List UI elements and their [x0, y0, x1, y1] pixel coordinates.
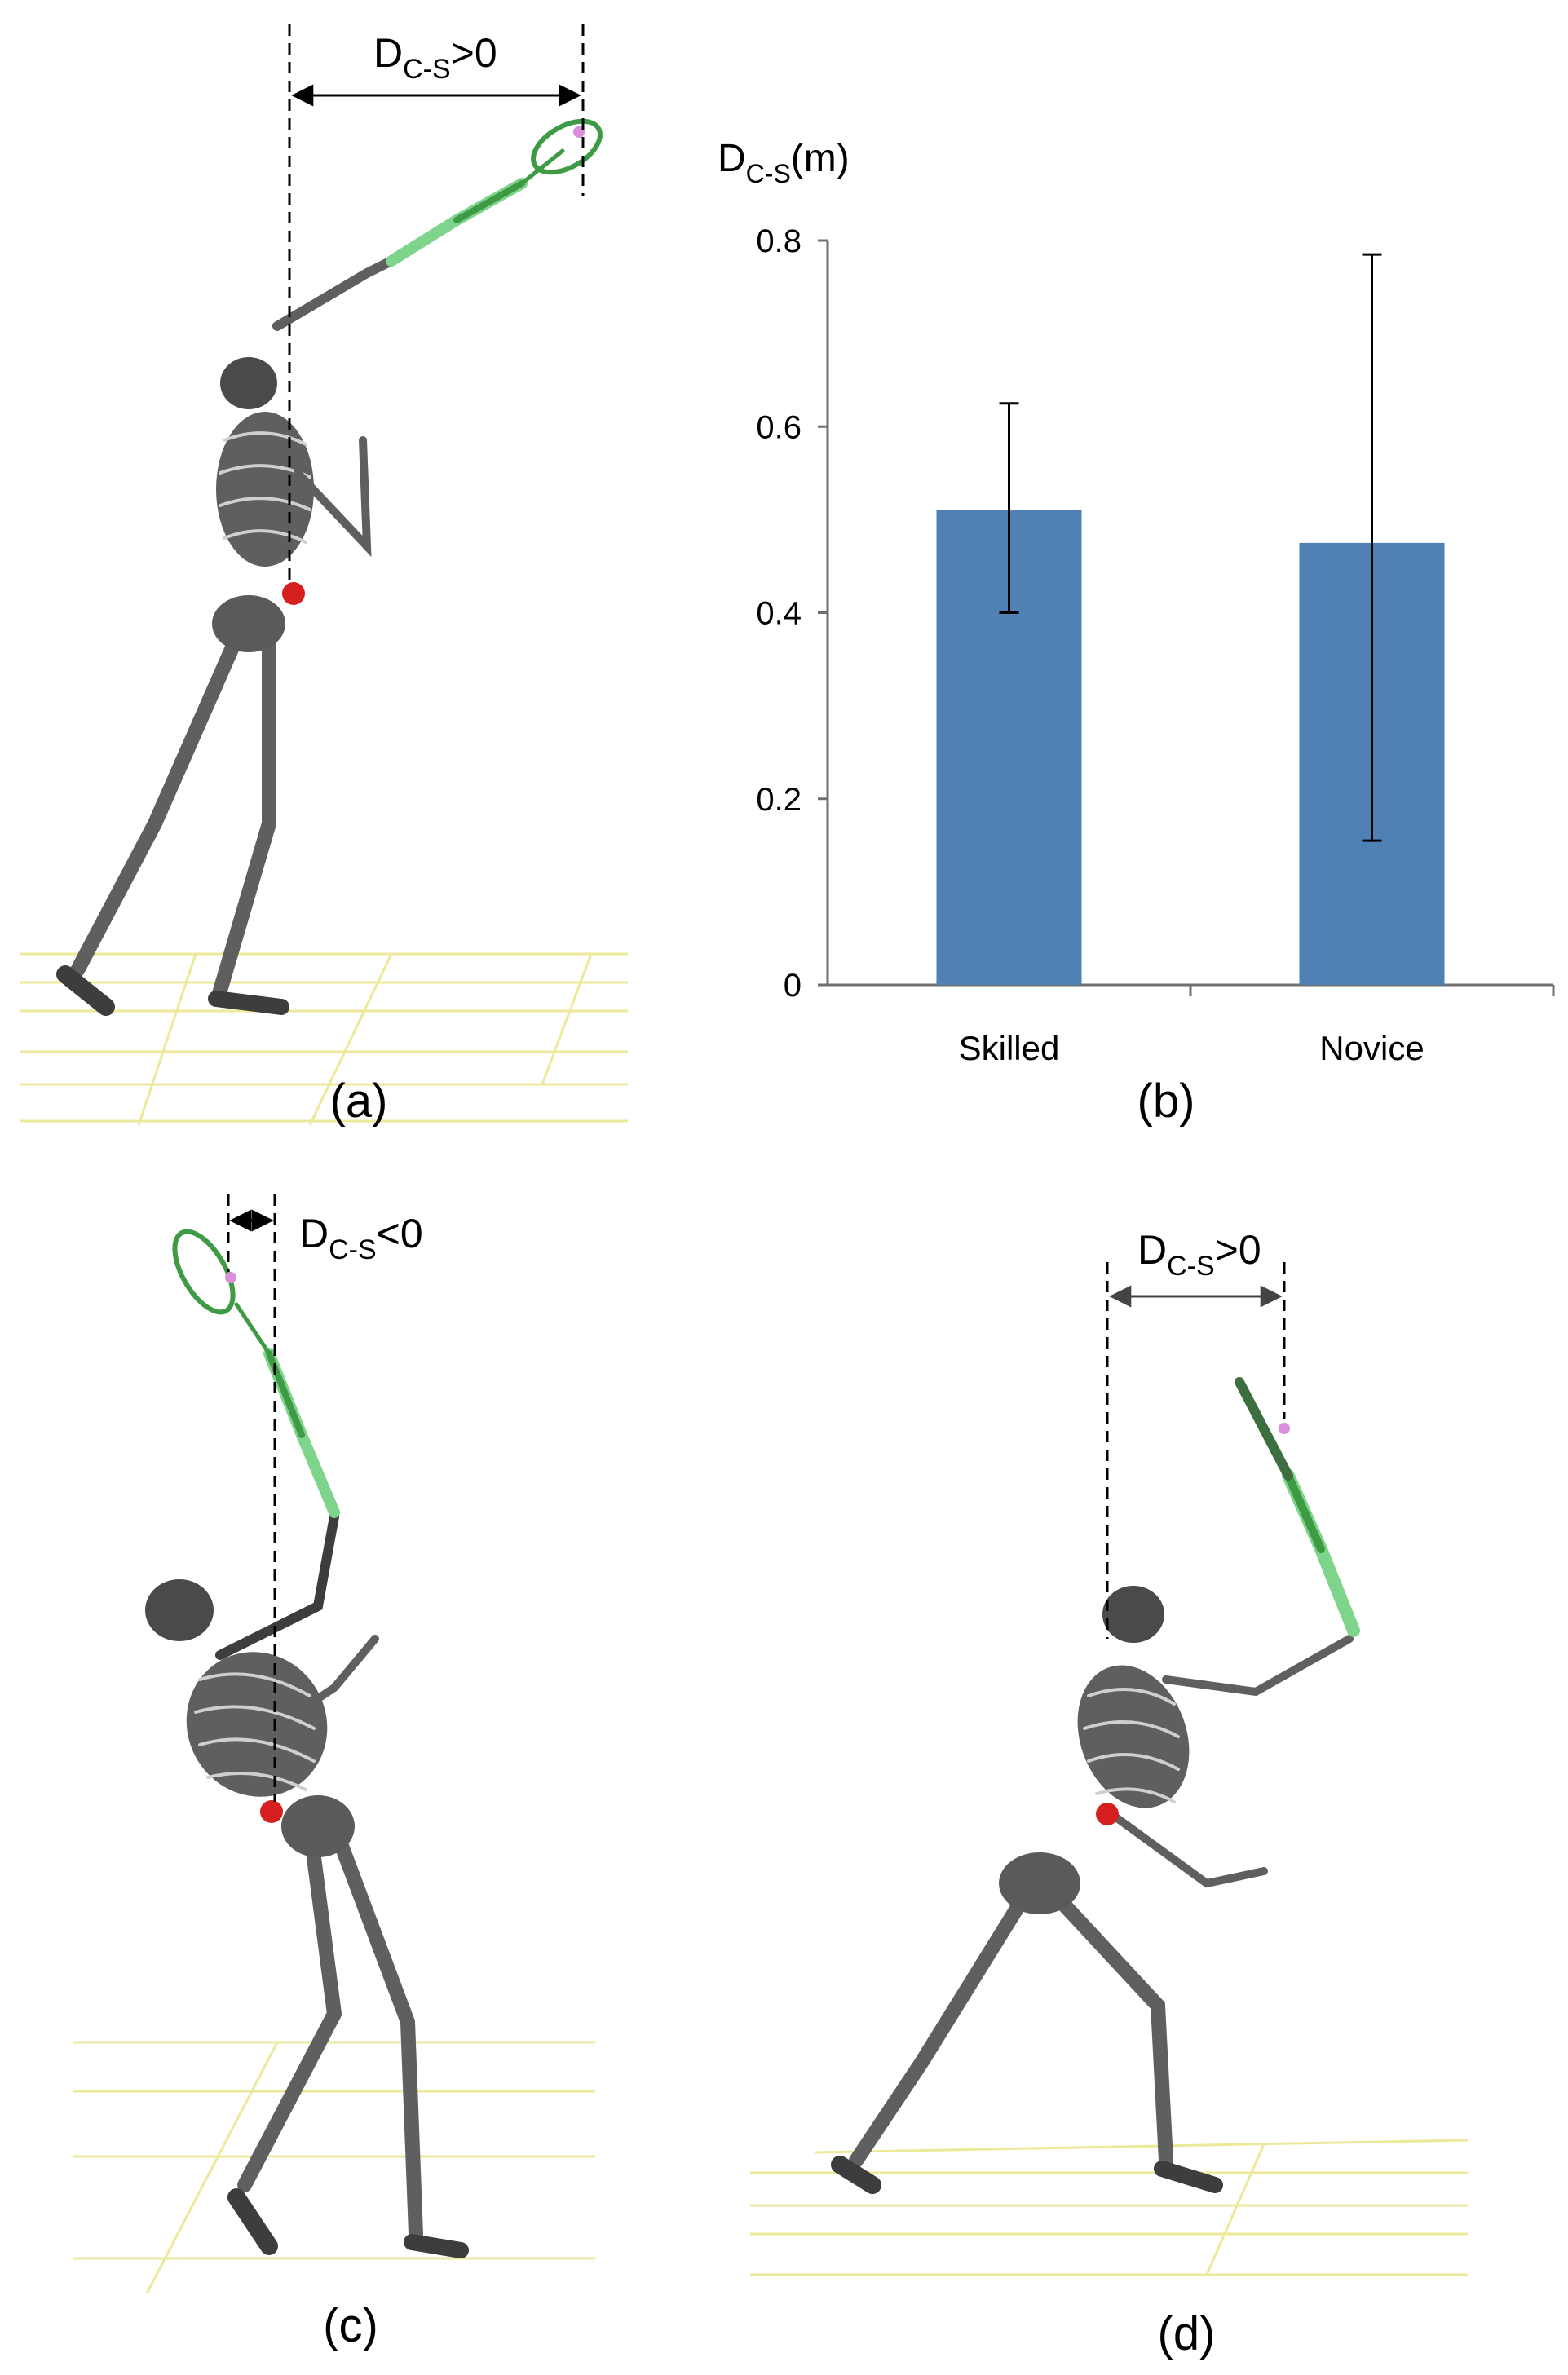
com-marker: [282, 582, 305, 605]
y-tick-label: 0.4: [756, 596, 802, 632]
floor-grid: [73, 2041, 595, 2294]
panel-a: DC-S>0 (a): [20, 24, 628, 1128]
racket: [1235, 1377, 1360, 1637]
racket: [172, 1229, 340, 1518]
x-ticks: Skilled Novice: [959, 985, 1555, 1067]
y-axis-label: DC-S(m): [718, 137, 850, 188]
com-marker: [260, 1800, 283, 1823]
x-tick-label: Novice: [1319, 1029, 1424, 1067]
shuttle-marker: [225, 1272, 236, 1283]
y-tick-label: 0.8: [756, 223, 802, 259]
x-tick-label: Skilled: [959, 1029, 1060, 1067]
com-marker: [1096, 1803, 1119, 1825]
panel-d: DC-S>0 (d): [750, 1227, 1469, 2360]
y-tick-label: 0.2: [756, 782, 802, 818]
distance-label: DC-S<0: [299, 1211, 423, 1265]
racket: [386, 118, 603, 267]
panel-label: (d): [1158, 2307, 1216, 2360]
distance-label: DC-S>0: [1137, 1227, 1261, 1282]
panel-b: DC-S(m) 0 0.2 0.4 0.6 0.8 Skilled Novice (b): [718, 137, 1555, 1128]
panel-c: DC-S<0 (c): [73, 1194, 595, 2352]
y-ticks: 0 0.2 0.4 0.6 0.8: [756, 223, 828, 1004]
shuttle-marker: [1279, 1423, 1290, 1434]
floor-grid: [20, 952, 628, 1126]
y-tick-label: 0.6: [756, 409, 802, 445]
panel-label: (a): [330, 1075, 388, 1128]
skeleton-figure: [831, 1586, 1354, 2194]
bars: [936, 253, 1445, 985]
skeleton-figure: [145, 1512, 469, 2258]
y-tick-label: 0: [784, 968, 802, 1004]
panel-label: (c): [323, 2299, 378, 2352]
panel-label: (b): [1137, 1075, 1195, 1128]
distance-label: DC-S>0: [373, 30, 497, 85]
skeleton-figure: [56, 256, 396, 1016]
